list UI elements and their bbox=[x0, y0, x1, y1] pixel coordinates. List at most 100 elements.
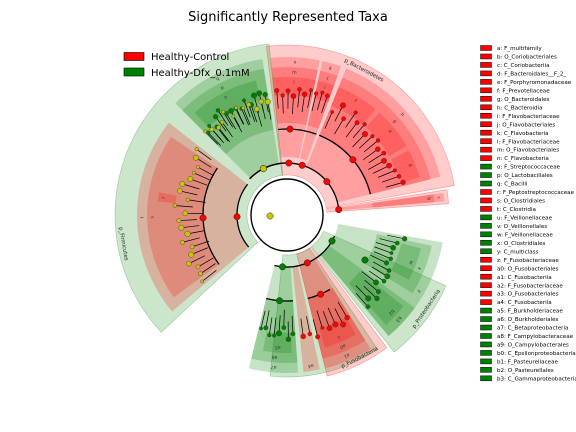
tree-edge bbox=[188, 255, 206, 264]
taxon-node bbox=[384, 273, 391, 280]
tree-edge bbox=[226, 113, 236, 130]
taxon-node bbox=[375, 289, 381, 295]
tree-edge bbox=[187, 230, 206, 235]
taxon-node bbox=[179, 181, 186, 187]
tree-edge bbox=[230, 110, 240, 127]
tree-edge bbox=[256, 109, 263, 127]
tree-edge bbox=[215, 116, 227, 132]
taxon-node bbox=[386, 268, 392, 273]
tree-edge bbox=[193, 172, 211, 181]
phylum-wedge bbox=[114, 43, 284, 333]
key-label: a6: O_Burkholderiales bbox=[497, 317, 559, 323]
key-label: a: F_multifamily bbox=[497, 46, 542, 52]
key-swatch bbox=[480, 307, 492, 314]
key-swatch bbox=[480, 138, 492, 144]
tree-edge bbox=[334, 308, 344, 325]
taxon-node bbox=[388, 256, 393, 261]
key-swatch bbox=[480, 96, 492, 102]
tree-edge bbox=[276, 90, 279, 109]
taxon-node bbox=[281, 325, 287, 330]
key-swatch bbox=[480, 172, 492, 178]
key-label: f: F_Prevotellaceae bbox=[497, 88, 550, 94]
key-swatch bbox=[480, 299, 492, 305]
key-label: y: C_multiclass bbox=[497, 249, 539, 255]
taxon-node bbox=[285, 336, 292, 343]
taxon-node bbox=[374, 295, 380, 302]
taxon-node bbox=[383, 260, 389, 266]
taxon-node bbox=[324, 93, 330, 99]
tree-edge bbox=[182, 183, 200, 190]
tree-edge bbox=[211, 129, 225, 144]
taxon-node bbox=[290, 93, 297, 99]
phylum-wedge bbox=[296, 246, 388, 377]
tree-edge bbox=[321, 95, 328, 113]
taxon-node bbox=[300, 333, 306, 340]
key-label: k: C_Flavobacteria bbox=[497, 131, 549, 137]
key-swatch bbox=[480, 206, 492, 212]
clade-letter: a7 bbox=[271, 364, 277, 370]
clade-letter: f bbox=[353, 98, 358, 104]
taxon-node bbox=[194, 147, 199, 152]
taxon-node bbox=[361, 131, 368, 138]
key-swatch bbox=[480, 375, 492, 382]
tree-edge bbox=[355, 285, 369, 299]
clade-letter: s bbox=[150, 215, 155, 218]
taxon-node bbox=[259, 326, 263, 331]
tree-edge bbox=[355, 293, 369, 308]
tree-edge bbox=[379, 238, 398, 244]
tree-edge bbox=[187, 199, 206, 203]
key-label: b: O_Coriobacteriales bbox=[497, 55, 557, 61]
tree-edge bbox=[352, 124, 365, 139]
tree-edge bbox=[242, 107, 251, 125]
taxon-node bbox=[340, 321, 346, 328]
key-label: x: O_Clostridiales bbox=[497, 241, 546, 247]
taxon-node bbox=[198, 271, 203, 276]
tree-edge bbox=[221, 121, 233, 138]
taxon-node bbox=[381, 157, 387, 164]
key-label: b2: O_Pasteurellales bbox=[497, 368, 554, 374]
tree-edge bbox=[372, 165, 390, 174]
taxon-node bbox=[396, 174, 402, 179]
tree-edge bbox=[316, 310, 323, 328]
key-label: a5: F_Burkholderiaceae bbox=[497, 309, 563, 315]
taxon-node bbox=[314, 91, 319, 96]
taxon-node bbox=[301, 91, 308, 98]
taxon-node bbox=[280, 93, 285, 98]
key-label: w: F_Veillonellaceae bbox=[497, 232, 553, 238]
tree-edge bbox=[345, 122, 358, 138]
legend-swatch-control bbox=[123, 52, 145, 61]
clade-letter: l bbox=[293, 80, 295, 86]
tree-edge bbox=[375, 242, 394, 249]
tree-edge bbox=[364, 279, 379, 292]
taxon-node bbox=[267, 333, 272, 338]
tree-edge bbox=[250, 104, 258, 123]
clade-node bbox=[199, 214, 207, 222]
key-swatch bbox=[480, 324, 492, 331]
taxon-node bbox=[251, 92, 257, 99]
tree-edge bbox=[307, 90, 312, 108]
tree-edge bbox=[190, 247, 208, 255]
key-swatch bbox=[480, 341, 492, 348]
taxon-node bbox=[402, 236, 408, 242]
clade-letter: j bbox=[325, 75, 329, 81]
tree-edge bbox=[174, 205, 193, 208]
tree-edge bbox=[267, 101, 272, 120]
key-swatch bbox=[480, 129, 492, 136]
taxon-node bbox=[186, 260, 192, 267]
legend: Healthy-Control Healthy-Dfx_0.1mM bbox=[119, 48, 250, 92]
taxon-node bbox=[228, 108, 234, 114]
key-label: p: O_Lactobacillales bbox=[497, 173, 553, 179]
key-label: a2: F_Fusobacteriaceae bbox=[497, 283, 563, 289]
taxon-node bbox=[178, 224, 185, 231]
taxon-node bbox=[221, 110, 226, 115]
phylum-label: p_Firmicutes bbox=[117, 227, 129, 262]
taxon-node bbox=[264, 98, 271, 105]
key-swatch bbox=[480, 146, 492, 153]
tree-edge bbox=[235, 107, 245, 125]
key-swatch bbox=[480, 53, 492, 60]
taxon-node bbox=[274, 88, 280, 94]
tree-edge bbox=[273, 317, 277, 336]
clade-letter: p bbox=[220, 86, 225, 92]
tree-edge bbox=[297, 89, 300, 108]
tree-edge bbox=[181, 225, 200, 229]
